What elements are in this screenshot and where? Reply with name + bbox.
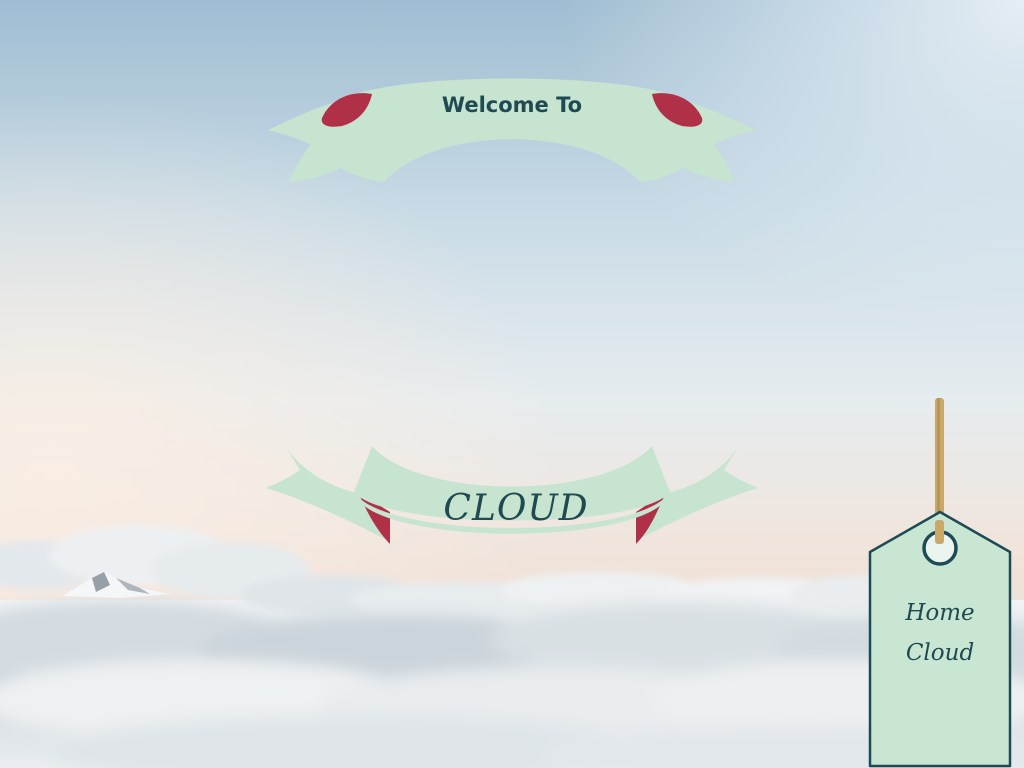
right-fold <box>652 93 703 127</box>
tag-line1: Home <box>904 600 974 626</box>
tag-body <box>868 510 1012 768</box>
banner-top-text: Welcome To <box>442 93 582 117</box>
welcome-banner: Welcome To <box>268 78 756 182</box>
cloud-banner: CLOUD <box>266 444 758 544</box>
cloud-sea <box>0 525 1024 768</box>
home-cloud-tag[interactable]: Home Cloud <box>868 398 1012 768</box>
banner-bottom-text: CLOUD <box>443 488 588 529</box>
tag-line2: Cloud <box>906 640 974 666</box>
left-fold <box>321 93 372 127</box>
